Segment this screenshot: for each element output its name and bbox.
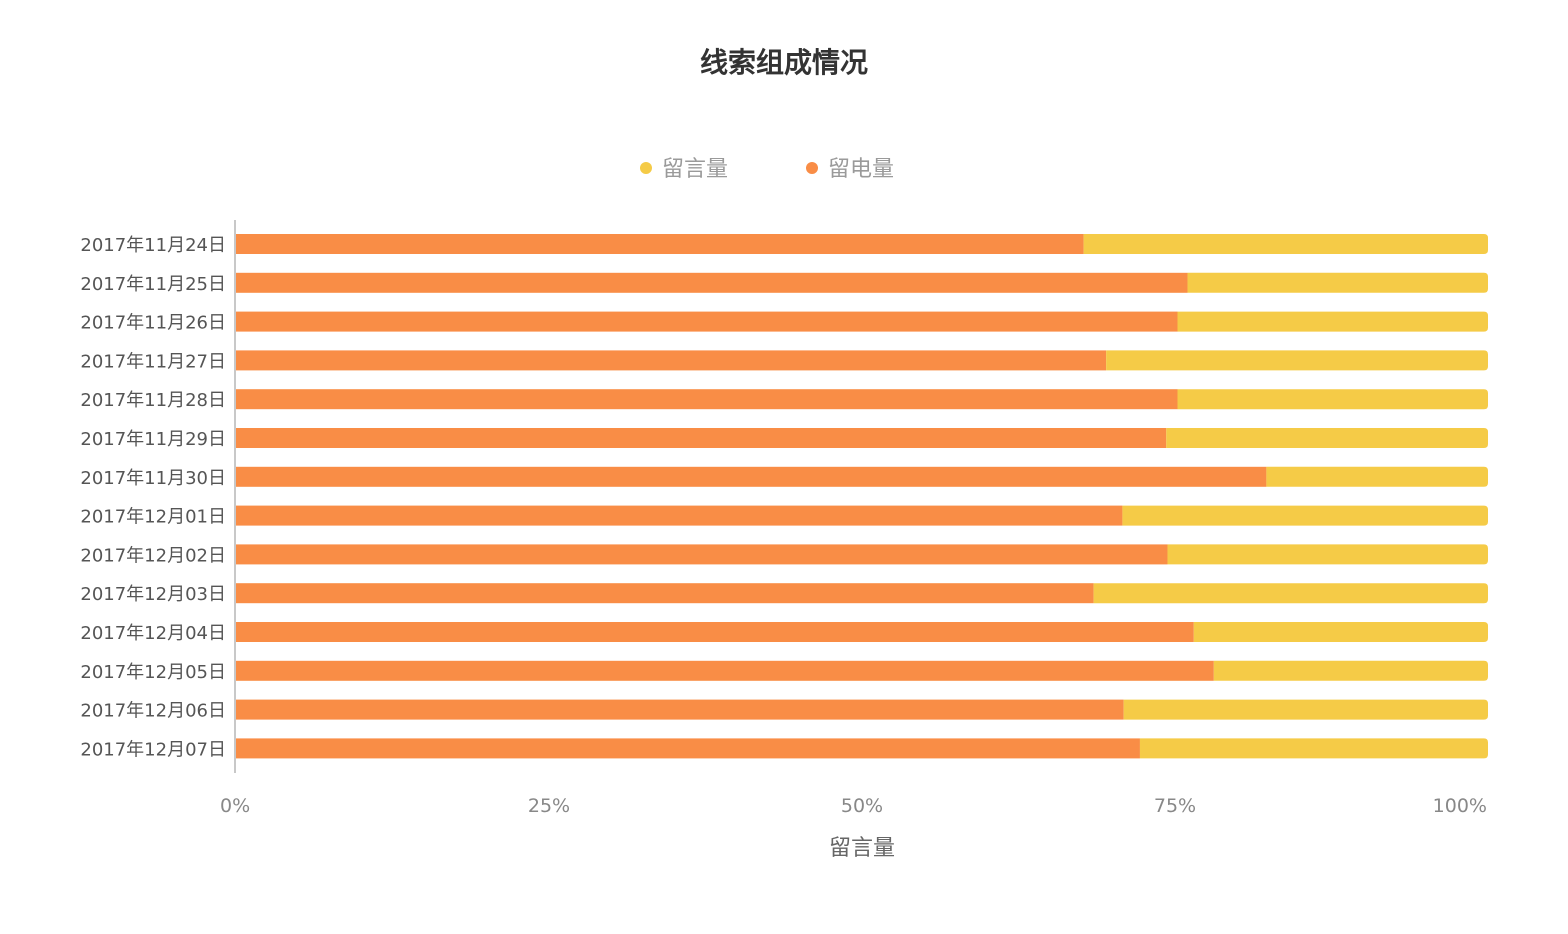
bar-call-2	[236, 272, 1188, 293]
bar-call-1	[236, 234, 1084, 254]
category-label-12: 2017年12月05日	[80, 662, 226, 683]
category-label-3: 2017年11月26日	[80, 313, 226, 334]
category-label-10: 2017年12月03日	[80, 584, 226, 605]
bar-call-11	[236, 622, 1194, 642]
category-label-4: 2017年11月27日	[80, 351, 226, 372]
legend-label-2: 留电量	[828, 157, 894, 182]
x-axis-ticks: 0% 25% 50% 75% 100%	[220, 795, 1487, 817]
category-label-7: 2017年11月30日	[80, 468, 226, 489]
bar-message-3	[1177, 311, 1488, 332]
category-label-5: 2017年11月28日	[80, 390, 226, 411]
category-label-13: 2017年12月06日	[80, 701, 226, 722]
bar-message-8	[1122, 505, 1488, 526]
bar-call-9	[236, 544, 1168, 565]
bar-message-11	[1193, 622, 1488, 642]
bar-message-6	[1166, 428, 1488, 448]
bar-message-10	[1093, 583, 1488, 604]
x-tick-label-4: 75%	[1154, 795, 1196, 817]
category-label-2: 2017年11月25日	[80, 274, 226, 295]
x-tick-label-2: 25%	[528, 795, 570, 817]
category-label-6: 2017年11月29日	[80, 429, 226, 450]
bar-message-7	[1266, 466, 1488, 487]
bar-call-14	[236, 738, 1140, 759]
bar-call-10	[236, 583, 1094, 604]
category-label-8: 2017年12月01日	[80, 507, 226, 528]
bar-message-1	[1083, 234, 1488, 254]
legend-marker-2	[806, 162, 818, 174]
bar-message-2	[1187, 272, 1488, 293]
bar-message-4	[1106, 350, 1488, 371]
bar-call-12	[236, 660, 1214, 681]
bar-call-7	[236, 466, 1267, 487]
x-tick-label-3: 50%	[841, 795, 883, 817]
x-tick-label-5: 100%	[1433, 795, 1487, 817]
bar-message-14	[1139, 738, 1488, 759]
bar-call-6	[236, 428, 1167, 448]
bar-message-9	[1167, 544, 1488, 565]
bar-message-5	[1177, 389, 1488, 410]
bar-message-12	[1213, 660, 1488, 681]
chart-title: 线索组成情况	[700, 46, 868, 79]
category-label-1: 2017年11月24日	[80, 235, 226, 256]
bar-call-3	[236, 311, 1178, 332]
x-axis-title: 留言量	[829, 836, 895, 861]
category-labels: 2017年11月24日 2017年11月25日 2017年11月26日 2017年11…	[80, 235, 226, 760]
category-label-11: 2017年12月04日	[80, 623, 226, 644]
category-label-14: 2017年12月07日	[80, 739, 226, 760]
legend: 留言量 留电量	[640, 157, 894, 182]
x-tick-label-1: 0%	[220, 795, 250, 817]
bar-call-4	[236, 350, 1107, 371]
legend-label-1: 留言量	[662, 157, 728, 182]
bar-message-13	[1123, 699, 1488, 720]
bar-call-8	[236, 505, 1123, 526]
bars	[236, 234, 1488, 759]
legend-marker-1	[640, 162, 652, 174]
category-label-9: 2017年12月02日	[80, 545, 226, 566]
bar-call-13	[236, 699, 1124, 720]
bar-call-5	[236, 389, 1178, 410]
